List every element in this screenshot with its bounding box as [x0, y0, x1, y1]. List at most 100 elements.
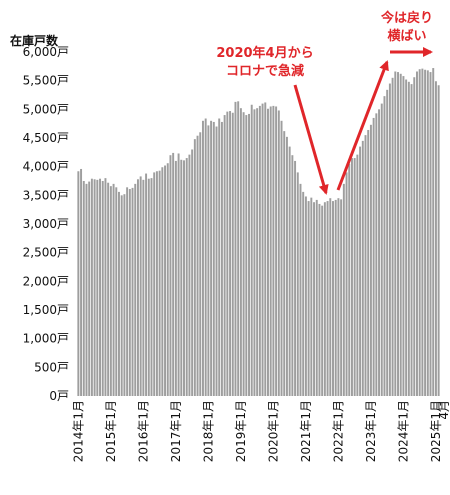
bar-2021-04 [313, 202, 316, 396]
bar-2016-11 [169, 155, 172, 396]
bar-2024-10 [426, 70, 429, 396]
bar-2022-06 [350, 158, 353, 396]
annotation-covid-line2: コロナで急減 [226, 63, 304, 79]
bar-2019-07 [256, 108, 259, 396]
x-tick-label: 2016年1月 [136, 400, 150, 462]
bar-2017-06 [188, 154, 191, 396]
bar-2018-02 [210, 120, 213, 397]
bar-2017-12 [204, 118, 207, 396]
bar-2016-10 [166, 163, 169, 396]
bar-2015-04 [118, 191, 120, 396]
bar-2020-04 [280, 120, 283, 397]
bar-2014-02 [80, 168, 83, 396]
bar-2020-12 [302, 191, 305, 396]
bar-2015-10 [134, 183, 137, 396]
bar-2024-05 [413, 77, 416, 396]
bar-2016-02 [145, 173, 148, 396]
bar-2017-03 [180, 159, 183, 396]
bar-2022-05 [348, 163, 351, 396]
bar-2022-11 [364, 135, 367, 396]
bar-2014-12 [107, 182, 110, 396]
bar-2023-08 [388, 83, 391, 396]
bar-2023-06 [383, 96, 386, 397]
bar-2014-06 [90, 178, 93, 396]
bar-2023-02 [372, 117, 375, 397]
bar-2015-01 [109, 186, 112, 396]
x-tick-label: 2024年1月 [396, 400, 410, 462]
bar-2019-04 [248, 113, 250, 397]
bar-2018-11 [234, 101, 237, 396]
bar-2020-02 [275, 106, 278, 396]
bar-2023-07 [386, 89, 389, 396]
x-tick-label: 4月 [437, 400, 450, 420]
bar-2017-11 [201, 120, 204, 397]
x-tick-label: 2019年1月 [234, 400, 248, 462]
bar-2021-05 [315, 199, 318, 396]
bar-2023-03 [375, 113, 378, 396]
y-tick-label: 1,000戸 [23, 332, 69, 346]
annotations: 2020年4月から コロナで急減 今は戻り 横ばい [216, 10, 433, 195]
y-tick-labels: 0戸 500戸 1,000戸 1,500戸 2,000戸 2,500戸 3,000戸 3,50… [23, 45, 69, 403]
bar-2021-11 [332, 201, 334, 396]
bar-2021-12 [334, 199, 337, 396]
bar-2024-08 [421, 68, 424, 396]
bar-2024-11 [429, 72, 432, 396]
bar-2018-09 [229, 111, 232, 397]
annotation-now-line1: 今は戻り [380, 10, 433, 26]
bar-2024-02 [405, 79, 408, 397]
bar-2017-10 [199, 132, 202, 396]
bar-2019-09 [261, 103, 264, 396]
annotation-now-line2: 横ばい [387, 28, 426, 44]
bar-2023-01 [369, 124, 372, 396]
x-tick-label: 2015年1月 [104, 400, 118, 462]
bar-2014-04 [85, 183, 88, 396]
bar-2019-11 [267, 108, 269, 396]
y-tick-label: 5,000戸 [23, 102, 69, 116]
bar-2014-03 [82, 181, 85, 396]
bar-2016-08 [161, 167, 164, 396]
bar-2017-08 [193, 139, 196, 396]
bar-2015-08 [128, 189, 131, 396]
bar-2015-07 [126, 187, 129, 396]
bar-2019-03 [245, 115, 248, 396]
x-tick-label: 2018年1月 [201, 400, 215, 462]
bar-2022-10 [361, 140, 364, 396]
bar-2023-09 [391, 77, 394, 397]
bar-2022-09 [359, 146, 362, 396]
covid-drop-arrow [293, 84, 329, 195]
bar-2020-06 [285, 136, 288, 396]
bar-2014-10 [101, 181, 104, 396]
bar-2015-12 [139, 176, 142, 396]
bar-2022-02 [340, 199, 343, 396]
bar-2023-11 [397, 72, 399, 396]
bar-2017-04 [183, 160, 185, 396]
bar-2017-02 [177, 153, 180, 396]
x-tick-label: 2023年1月 [364, 400, 378, 462]
bar-2022-04 [345, 172, 348, 396]
bar-2021-01 [304, 196, 307, 396]
bar-2017-07 [191, 149, 194, 396]
bar-2016-06 [155, 171, 158, 396]
bar-2024-01 [402, 76, 405, 396]
bar-2023-12 [399, 73, 402, 396]
bar-2022-03 [342, 183, 345, 396]
bar-2018-04 [215, 126, 218, 396]
y-tick-label: 4,000戸 [23, 160, 69, 174]
bar-2020-11 [299, 183, 302, 396]
y-tick-label: 1,500戸 [23, 303, 69, 317]
y-tick-label: 4,500戸 [23, 131, 69, 145]
bar-2022-07 [353, 158, 356, 396]
bar-2021-08 [323, 202, 326, 396]
bar-2018-08 [226, 111, 229, 396]
x-tick-label: 2014年1月 [71, 400, 85, 462]
bar-2014-05 [88, 181, 91, 396]
bar-2018-07 [223, 115, 226, 396]
bar-2019-08 [258, 105, 261, 396]
bar-2020-08 [291, 155, 294, 396]
bar-2022-01 [337, 198, 340, 396]
bar-2020-05 [283, 131, 286, 396]
bar-2024-12 [432, 68, 435, 397]
bar-2017-01 [174, 160, 177, 396]
bar-2020-01 [272, 105, 275, 396]
